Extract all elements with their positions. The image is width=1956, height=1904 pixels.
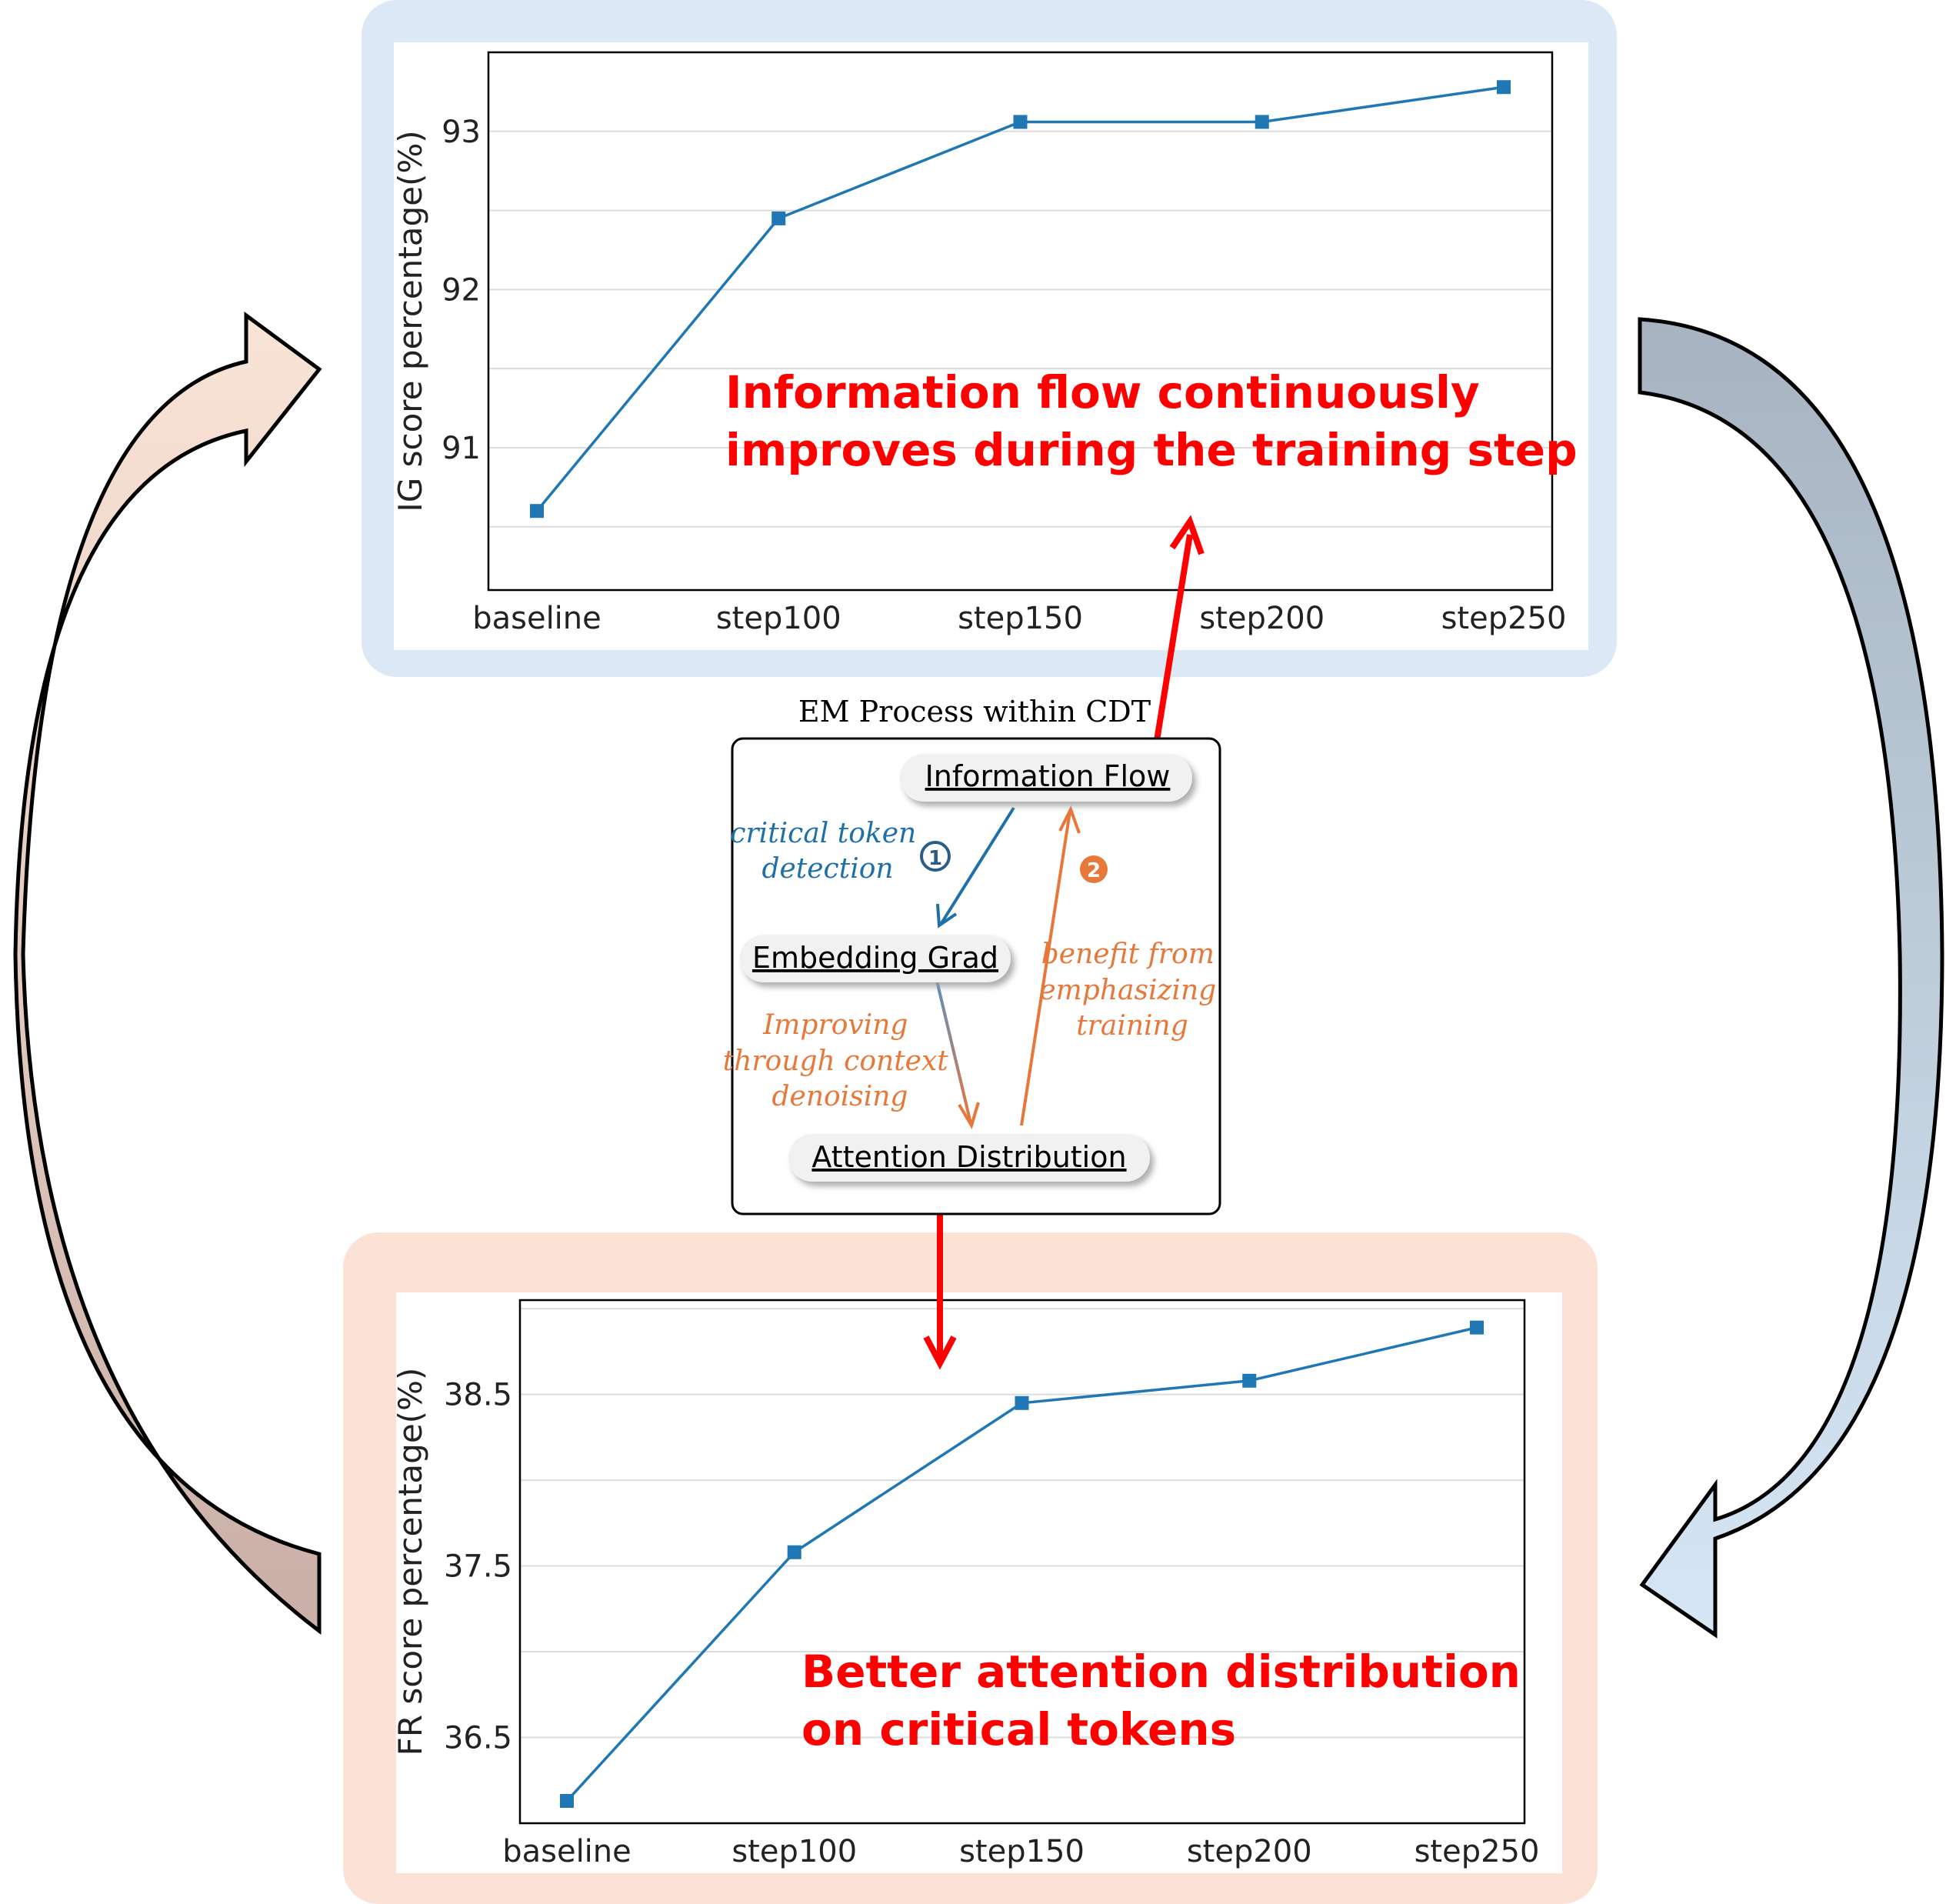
data-point-marker: [1470, 1320, 1484, 1335]
annotation-line-2: on critical tokens: [801, 1703, 1236, 1756]
edge-improving-context-denoising: [935, 980, 980, 1129]
data-point-marker: [560, 1794, 574, 1809]
fr-score-chart: 36.5 37.5 38.5 baseline step100 step150 step2…: [392, 1299, 1539, 1869]
y-tick-label: 91: [442, 431, 481, 466]
node-label: Attention Distribution: [811, 1140, 1126, 1174]
em-process-title: EM Process within CDT: [798, 695, 1151, 729]
x-tick-label: step200: [1187, 1834, 1312, 1869]
edge-benefit-emphasizing-training: [1020, 805, 1081, 1126]
em-to-top-arrow-icon: [1152, 515, 1205, 751]
y-tick-label: 93: [442, 115, 481, 150]
ig-score-chart: 91 92 93 baseline step100 step150 step200 step…: [392, 51, 1578, 636]
chart-annotation: Better attention distribution on critica…: [801, 1646, 1536, 1756]
data-point-marker: [1015, 1395, 1029, 1410]
node-pill: [788, 1134, 1150, 1182]
data-point-marker: [1497, 80, 1511, 95]
x-tick-label: step250: [1415, 1834, 1540, 1869]
x-tick-label: step150: [958, 601, 1083, 636]
node-information-flow: Information Flow: [900, 754, 1192, 802]
data-point-marker: [771, 211, 786, 225]
chart-series: [560, 1320, 1484, 1809]
node-pill: [900, 754, 1192, 802]
x-tick-labels: baseline step100 step150 step200 step250: [502, 1834, 1539, 1869]
step-2-number: 2: [1087, 859, 1101, 882]
node-pill: [740, 935, 1011, 982]
y-tick-label: 37.5: [444, 1549, 512, 1585]
data-point-marker: [530, 504, 544, 519]
node-label: Information Flow: [925, 759, 1171, 793]
em-process-diagram: EM Process within CDT Information Flow E…: [723, 695, 1225, 1215]
data-point-marker: [1242, 1373, 1257, 1388]
annotation-line-1: Information flow continuously: [725, 366, 1480, 418]
edge-critical-token-detection: [936, 806, 1015, 929]
node-embedding-grad: Embedding Grad: [740, 935, 1011, 982]
plot-area-frame: [518, 1299, 1526, 1825]
label-improving-context-denoising: Improving through context denoising: [723, 1009, 957, 1112]
top-panel-inner: [394, 42, 1588, 650]
plot-area-frame: [487, 51, 1554, 592]
x-tick-label: step200: [1199, 601, 1325, 636]
data-point-marker: [1013, 115, 1028, 129]
left-cycle-arrow-icon: [13, 312, 322, 1636]
y-tick-labels: 36.5 37.5 38.5: [444, 1378, 512, 1756]
x-tick-label: step100: [731, 1834, 857, 1869]
node-attention-distribution: Attention Distribution: [788, 1134, 1150, 1182]
right-cycle-arrow-icon: [1638, 317, 1944, 1639]
data-point-marker: [787, 1545, 801, 1559]
node-label: Embedding Grad: [752, 941, 998, 975]
x-tick-labels: baseline step100 step150 step200 step250: [472, 601, 1566, 636]
x-tick-label: step150: [959, 1834, 1085, 1869]
step-2-marker: 2: [1080, 855, 1108, 883]
step-1-marker: 1: [920, 841, 951, 872]
y-tick-label: 38.5: [444, 1378, 512, 1413]
label-critical-token-detection: critical token detection: [730, 818, 925, 885]
x-tick-label: baseline: [472, 601, 601, 636]
em-to-bottom-arrow-icon: [923, 1191, 957, 1370]
annotation-line-1: Better attention distribution: [801, 1646, 1521, 1698]
y-tick-label: 36.5: [444, 1721, 512, 1756]
x-tick-label: baseline: [502, 1834, 631, 1869]
y-axis-label: FR score percentage(%): [392, 1368, 429, 1756]
x-tick-label: step100: [716, 601, 841, 636]
chart-grid: [520, 1308, 1524, 1739]
label-benefit-emphasizing-training: benefit from emphasizing training: [1039, 939, 1225, 1042]
chart-annotation: Information flow continuously improves d…: [725, 366, 1578, 476]
y-tick-label: 92: [442, 272, 481, 308]
y-tick-labels: 91 92 93: [442, 115, 481, 466]
step-1-number: 1: [928, 847, 942, 870]
data-point-marker: [1255, 115, 1269, 129]
y-axis-label: IG score percentage(%): [392, 130, 429, 512]
annotation-line-2: improves during the training step: [725, 424, 1578, 476]
bottom-panel-inner: [396, 1292, 1562, 1873]
chart-series: [530, 80, 1511, 519]
x-tick-label: step250: [1441, 601, 1567, 636]
chart-grid: [488, 130, 1552, 528]
